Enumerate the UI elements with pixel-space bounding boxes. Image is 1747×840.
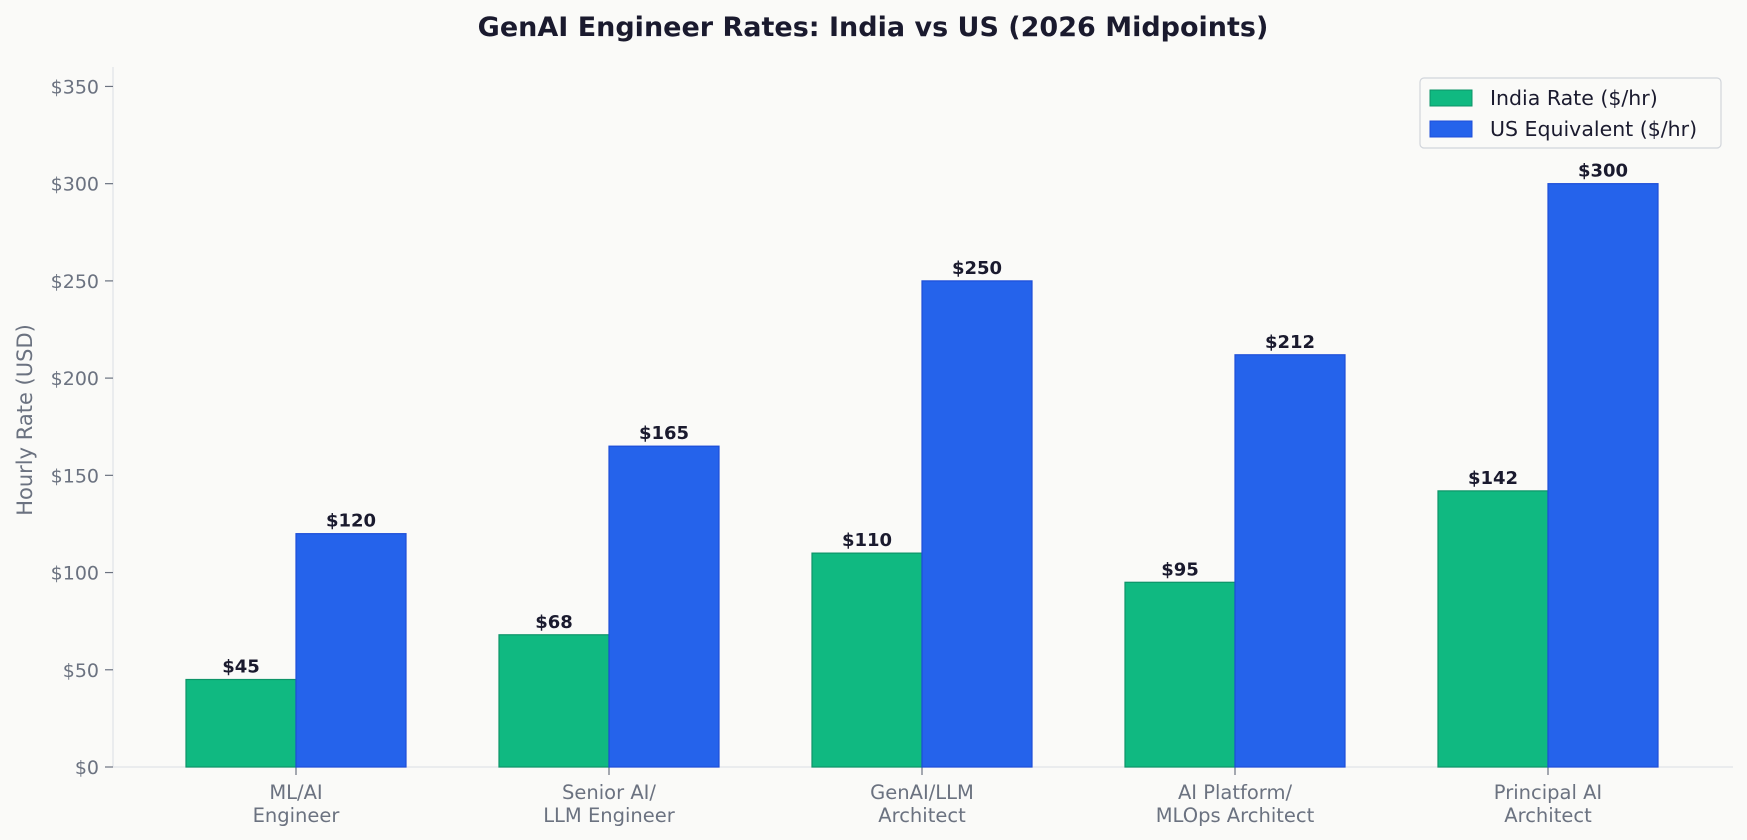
- legend-label: India Rate ($/hr): [1490, 86, 1658, 110]
- data-label: $120: [326, 511, 376, 532]
- bars: $45 $120 $68 $165 $110 $250 $95 $212 $142 $300: [185, 161, 1659, 768]
- y-tick-label: $100: [51, 563, 99, 585]
- y-tick-label: $0: [75, 757, 99, 779]
- bar: [1547, 183, 1659, 768]
- bar: [295, 533, 407, 768]
- bar: [811, 552, 923, 768]
- bar: [498, 634, 610, 768]
- legend: India Rate ($/hr) US Equivalent ($/hr): [1419, 77, 1722, 149]
- data-label: $250: [952, 258, 1002, 279]
- legend-swatch: [1429, 89, 1473, 107]
- legend-label: US Equivalent ($/hr): [1490, 117, 1697, 141]
- bar: [921, 280, 1033, 768]
- x-tick-label: GenAI/LLM: [870, 781, 974, 804]
- data-label: $300: [1578, 161, 1628, 182]
- x-tick-label: Architect: [1504, 804, 1592, 827]
- y-axis-label: Hourly Rate (USD): [13, 324, 37, 516]
- x-tick-label: Senior AI/: [562, 781, 656, 804]
- axes: $0 $50 $100 $150 $200 $250 $300 $350 ML/AIEngine…: [51, 67, 1733, 827]
- x-tick-label: Principal AI: [1494, 781, 1602, 804]
- x-tick-label: Engineer: [253, 804, 341, 827]
- bar: [1124, 581, 1236, 768]
- data-label: $95: [1161, 559, 1199, 580]
- bar: [608, 445, 720, 768]
- y-tick-label: $200: [51, 368, 99, 390]
- x-tick-label: LLM Engineer: [543, 804, 676, 827]
- x-tick-label: Architect: [878, 804, 966, 827]
- data-label: $110: [842, 530, 892, 551]
- x-tick-label: MLOps Architect: [1156, 804, 1315, 827]
- x-tick-label: ML/AI: [269, 781, 322, 804]
- x-tick-label: AI Platform/: [1178, 781, 1293, 804]
- data-label: $165: [639, 423, 689, 444]
- y-tick-label: $300: [51, 174, 99, 196]
- y-tick-label: $150: [51, 465, 99, 487]
- y-tick-label: $250: [51, 271, 99, 293]
- data-label: $45: [222, 657, 260, 678]
- data-label: $212: [1265, 332, 1315, 353]
- data-label: $142: [1468, 468, 1518, 489]
- legend-box: [1419, 77, 1722, 149]
- y-tick-label: $50: [63, 660, 99, 682]
- legend-swatch: [1429, 120, 1473, 138]
- bar: [185, 678, 297, 768]
- data-label: $68: [535, 612, 573, 633]
- y-tick-label: $350: [51, 76, 99, 98]
- chart-title: GenAI Engineer Rates: India vs US (2026 …: [478, 12, 1269, 43]
- bar: [1437, 490, 1549, 768]
- bar: [1234, 354, 1346, 768]
